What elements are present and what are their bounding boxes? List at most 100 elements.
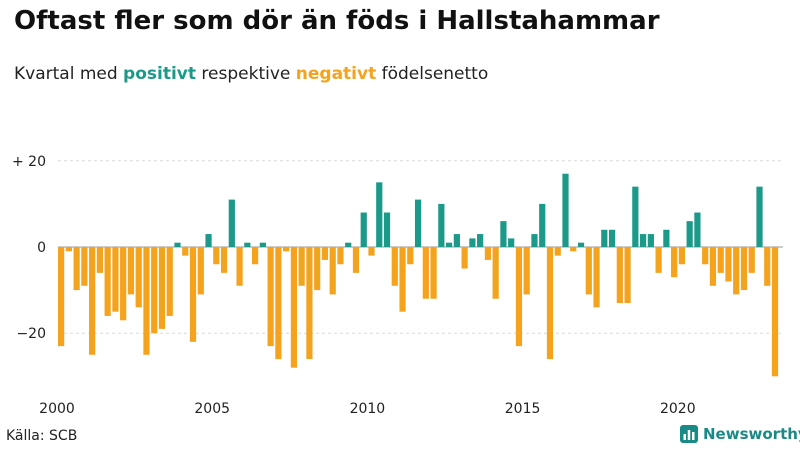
bar bbox=[717, 247, 724, 273]
x-tick-label: 2005 bbox=[194, 401, 230, 417]
bar bbox=[740, 247, 748, 291]
bar-chart-icon bbox=[680, 425, 698, 443]
bar bbox=[477, 234, 484, 247]
bar bbox=[733, 247, 740, 295]
bar bbox=[298, 247, 305, 286]
subtitle-prefix: Kvartal med bbox=[14, 64, 118, 84]
bar bbox=[120, 247, 127, 321]
bar bbox=[96, 247, 103, 273]
bar bbox=[531, 234, 538, 247]
bar bbox=[306, 247, 313, 360]
y-tick-label: −20 bbox=[16, 326, 46, 342]
bar bbox=[376, 182, 383, 247]
bar bbox=[539, 203, 546, 247]
subtitle-middle: respektive bbox=[201, 64, 291, 84]
bar bbox=[764, 247, 771, 286]
bar bbox=[446, 242, 453, 247]
bar bbox=[65, 247, 72, 252]
bar bbox=[593, 247, 600, 308]
chart-subtitle: Kvartal med positivt respektive negativt… bbox=[14, 64, 488, 84]
bar bbox=[267, 247, 274, 347]
bar bbox=[197, 247, 204, 295]
bar bbox=[352, 247, 360, 273]
bar bbox=[391, 247, 398, 286]
subtitle-negative-word: negativt bbox=[295, 64, 377, 84]
bar bbox=[756, 186, 763, 247]
bar bbox=[345, 242, 352, 247]
bar bbox=[748, 247, 755, 273]
bar bbox=[508, 238, 515, 247]
bar bbox=[228, 199, 235, 247]
bar bbox=[608, 229, 616, 247]
bar bbox=[671, 247, 678, 278]
bar bbox=[438, 203, 445, 247]
x-tick-label: 2015 bbox=[505, 401, 541, 417]
bar bbox=[112, 247, 119, 312]
y-tick-label: + 20 bbox=[12, 154, 46, 170]
subtitle-positive-word: positivt bbox=[123, 64, 197, 84]
bar bbox=[771, 247, 779, 377]
x-tick-label: 2020 bbox=[660, 401, 696, 417]
bar bbox=[337, 247, 344, 265]
bar bbox=[492, 247, 499, 299]
bar bbox=[236, 247, 243, 286]
subtitle-suffix: födelsenetto bbox=[381, 64, 489, 84]
bar bbox=[414, 199, 422, 247]
bar bbox=[702, 247, 709, 265]
bar bbox=[275, 247, 282, 360]
brand-name: Newsworthy bbox=[703, 425, 800, 443]
chart-title: Oftast fler som dör än föds i Hallstaham… bbox=[14, 6, 660, 36]
bar bbox=[220, 247, 228, 273]
bar bbox=[290, 247, 297, 368]
bar bbox=[252, 247, 259, 265]
bar bbox=[174, 242, 181, 247]
bar bbox=[655, 247, 662, 273]
bar bbox=[368, 247, 375, 256]
bar bbox=[321, 247, 329, 260]
bar bbox=[213, 247, 220, 265]
bar bbox=[58, 247, 65, 347]
bar bbox=[624, 247, 631, 304]
bar bbox=[189, 247, 197, 342]
bar bbox=[259, 242, 266, 247]
bar bbox=[81, 247, 88, 286]
bar bbox=[89, 247, 96, 355]
bar bbox=[73, 247, 80, 291]
bar bbox=[407, 247, 414, 265]
bar bbox=[383, 212, 391, 247]
bar bbox=[127, 247, 135, 295]
bar bbox=[329, 247, 336, 295]
bar bbox=[686, 221, 693, 247]
bar bbox=[554, 247, 561, 256]
source-note: Källa: SCB bbox=[6, 428, 78, 444]
bar bbox=[469, 238, 476, 247]
bar bbox=[577, 242, 585, 247]
bar bbox=[694, 212, 701, 247]
bar bbox=[570, 247, 577, 252]
bar bbox=[647, 234, 654, 247]
bar bbox=[158, 247, 166, 329]
bar bbox=[546, 247, 554, 360]
bar bbox=[523, 247, 530, 295]
bar bbox=[585, 247, 592, 295]
bar bbox=[360, 212, 367, 247]
bar bbox=[205, 234, 212, 247]
bar bbox=[135, 247, 142, 308]
bar bbox=[484, 247, 491, 260]
newsworthy-logo[interactable]: Newsworthy bbox=[680, 425, 800, 443]
bar bbox=[453, 234, 460, 247]
bar bbox=[515, 247, 523, 347]
bar bbox=[601, 229, 608, 247]
x-tick-label: 2010 bbox=[350, 401, 386, 417]
bar bbox=[725, 247, 732, 282]
bar bbox=[461, 247, 468, 269]
bar bbox=[283, 247, 290, 252]
bar bbox=[422, 247, 429, 299]
bar bbox=[399, 247, 406, 312]
bar bbox=[314, 247, 321, 291]
x-tick-label: 2000 bbox=[39, 401, 75, 417]
bar bbox=[562, 173, 569, 247]
bar bbox=[143, 247, 150, 355]
bar bbox=[151, 247, 158, 334]
